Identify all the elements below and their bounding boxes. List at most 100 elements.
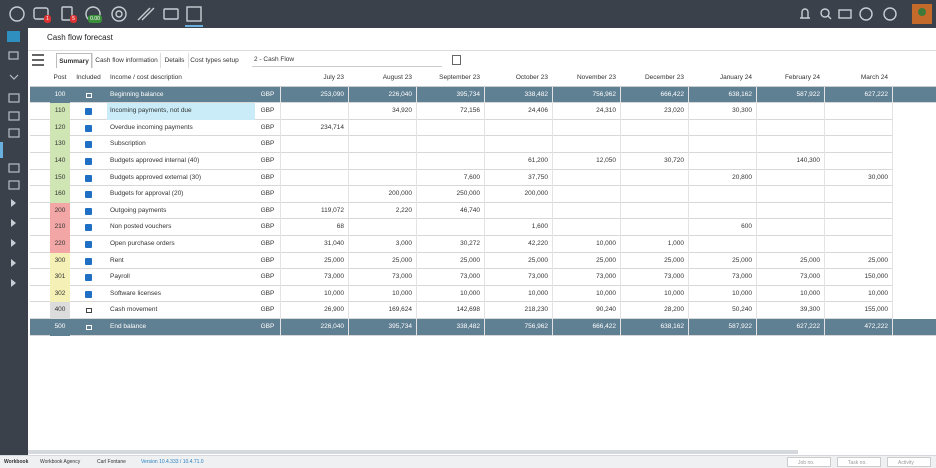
checkbox[interactable] [85, 141, 92, 149]
description-cell: Rent [110, 256, 124, 264]
column-divider [620, 186, 621, 203]
amount-cell: 46,740 [460, 206, 480, 214]
tab[interactable]: Cost types setup [188, 53, 240, 68]
amount-cell: 42,220 [528, 240, 548, 247]
amount-cell: 23,020 [664, 107, 684, 115]
column-divider [688, 285, 689, 303]
checkbox[interactable] [85, 274, 92, 282]
column-divider [688, 236, 689, 253]
checkbox[interactable] [85, 241, 92, 248]
amount-cell: 30,272 [460, 240, 480, 247]
amount-cell: 25,000 [868, 256, 888, 264]
column-divider [280, 136, 281, 153]
checkbox[interactable] [85, 174, 92, 182]
column-divider [892, 169, 893, 187]
badge: 5 [70, 15, 77, 23]
amount-cell: 24,406 [528, 107, 548, 115]
status-bar [0, 455, 936, 468]
column-divider [688, 103, 689, 120]
description-cell: Cash movement [110, 306, 158, 314]
amount-cell: 218,230 [524, 306, 549, 314]
column-header: Post [53, 74, 67, 81]
amount-cell: 30,720 [664, 157, 684, 164]
column-divider [348, 136, 349, 153]
column-header: September 23 [439, 74, 480, 81]
column-divider [280, 153, 281, 170]
column-divider [688, 252, 689, 270]
amount-cell: 10,000 [800, 289, 820, 297]
tab[interactable]: Summary [56, 53, 92, 68]
column-divider [416, 153, 417, 170]
description-cell: Non posted vouchers [110, 223, 172, 231]
column-divider [484, 236, 485, 253]
column-divider [416, 103, 417, 120]
column-divider [892, 136, 893, 153]
row [30, 302, 892, 319]
column-divider [892, 319, 893, 336]
selector[interactable]: 2 - Cash Flow [252, 53, 442, 67]
column-divider [824, 285, 825, 303]
column-divider [416, 252, 417, 270]
checkbox[interactable] [85, 207, 92, 215]
amount-cell: 26,900 [324, 306, 344, 314]
column-divider [416, 319, 417, 336]
checkbox[interactable] [85, 158, 92, 165]
column-divider [348, 236, 349, 253]
sidebar [0, 28, 28, 455]
status-field[interactable]: Task no. [837, 457, 881, 467]
tab[interactable]: Details [160, 53, 188, 68]
column-divider [552, 169, 553, 187]
amount-cell: 10,000 [732, 289, 752, 297]
column-divider [280, 319, 281, 336]
status-field[interactable]: Activity [887, 457, 931, 467]
scrollbar [28, 450, 798, 454]
column-divider [756, 186, 757, 203]
post-cell: 130 [50, 136, 70, 153]
column-divider [756, 136, 757, 153]
tab[interactable]: Cash flow information [92, 53, 160, 68]
column-divider [620, 136, 621, 153]
description-cell: Subscription [110, 140, 146, 148]
checkbox[interactable] [85, 257, 92, 265]
column-divider [484, 186, 485, 203]
amount-cell: 25,000 [800, 256, 820, 264]
row [30, 169, 892, 187]
checkbox[interactable] [85, 108, 92, 116]
amount-cell: 3,000 [395, 240, 412, 247]
column-divider [756, 103, 757, 120]
amount-cell: 395,734 [388, 323, 413, 330]
checkbox[interactable] [85, 191, 92, 199]
amount-cell: 25,000 [460, 256, 480, 264]
column-header: February 24 [784, 74, 820, 81]
column-divider [892, 153, 893, 170]
amount-cell: 31,040 [324, 240, 344, 247]
column-divider [688, 269, 689, 286]
status-item: Carl Fontane [97, 459, 126, 465]
checkbox[interactable] [85, 124, 92, 132]
column-divider [416, 186, 417, 203]
status-field[interactable]: Job no. [787, 457, 831, 467]
currency-cell: GBP [260, 323, 275, 330]
amount-cell: 155,000 [864, 306, 889, 314]
column-divider [484, 202, 485, 220]
currency-cell: GBP [260, 173, 275, 181]
column-divider [348, 86, 349, 104]
checkbox[interactable] [85, 290, 92, 298]
column-divider [484, 219, 485, 236]
amount-cell: 73,000 [596, 273, 616, 281]
description-cell: Payroll [110, 273, 130, 281]
column-divider [348, 103, 349, 120]
currency-cell: GBP [260, 123, 275, 131]
column-divider [756, 285, 757, 303]
amount-cell: 587,922 [728, 323, 753, 330]
column-divider [688, 169, 689, 187]
column-divider [892, 285, 893, 303]
checkbox[interactable] [85, 224, 92, 232]
column-divider [552, 269, 553, 286]
amount-cell: 50,240 [732, 306, 752, 314]
description-cell: Overdue incoming payments [110, 123, 193, 131]
badge: 1 [44, 15, 51, 23]
currency-cell: GBP [260, 90, 275, 98]
column-divider [620, 86, 621, 104]
post-cell: 120 [50, 119, 70, 137]
